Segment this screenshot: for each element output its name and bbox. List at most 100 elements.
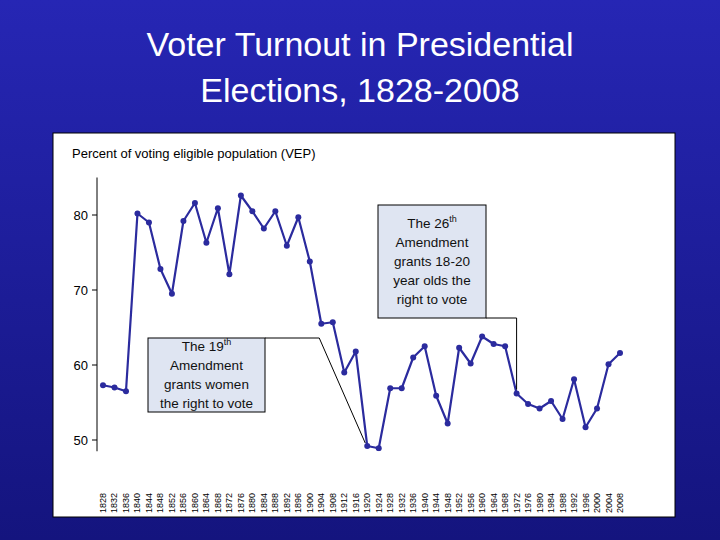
data-point	[180, 218, 186, 224]
data-point	[537, 406, 543, 412]
annotation-pointer	[486, 318, 517, 390]
data-point	[514, 391, 520, 397]
data-point	[525, 401, 531, 407]
data-point	[169, 291, 175, 297]
data-point	[617, 350, 623, 356]
data-point	[111, 385, 117, 391]
data-point	[468, 361, 474, 367]
x-tick-label: 1860	[190, 493, 200, 513]
data-point	[433, 393, 439, 399]
annotation-text: grants women	[164, 377, 249, 392]
x-tick-label: 1876	[236, 493, 246, 513]
x-tick-label: 1956	[466, 493, 476, 513]
data-point	[422, 343, 428, 349]
x-tick-label: 1908	[328, 493, 338, 513]
y-tick	[92, 365, 97, 366]
data-point	[295, 214, 301, 220]
x-tick-label: 1972	[512, 493, 522, 513]
x-tick-label: 1980	[535, 493, 545, 513]
x-tick-label: 1868	[213, 493, 223, 513]
x-tick-label: 1880	[247, 493, 257, 513]
data-point	[249, 208, 255, 214]
x-tick-label: 1996	[581, 493, 591, 513]
x-tick-label: 1992	[569, 493, 579, 513]
x-tick-label: 1856	[178, 493, 188, 513]
data-point	[272, 208, 278, 214]
data-point	[445, 421, 451, 427]
x-tick-label: 1920	[362, 493, 372, 513]
x-tick-label: 1928	[385, 493, 395, 513]
x-tick-label: 1900	[305, 493, 315, 513]
x-tick-label: 1932	[397, 493, 407, 513]
data-point	[479, 334, 485, 340]
data-point	[330, 319, 336, 325]
data-point	[100, 382, 106, 388]
x-tick-label: 1872	[224, 493, 234, 513]
annotation-pointer	[265, 338, 365, 443]
y-tick	[92, 215, 97, 216]
annotation-text: Amendment	[170, 358, 243, 373]
x-tick-label: 1916	[351, 493, 361, 513]
y-tick-label: 60	[74, 358, 88, 373]
x-tick-label: 1892	[282, 493, 292, 513]
y-tick-label: 50	[74, 433, 88, 448]
data-point	[548, 398, 554, 404]
y-axis	[97, 178, 98, 452]
x-tick-label: 1888	[270, 493, 280, 513]
data-point	[594, 406, 600, 412]
data-point	[134, 211, 140, 217]
x-tick-label: 1852	[167, 493, 177, 513]
x-tick-label: 1832	[109, 493, 119, 513]
x-tick-label: 1884	[259, 493, 269, 513]
data-point	[560, 416, 566, 422]
background	[0, 0, 720, 540]
data-point	[284, 243, 290, 249]
y-axis-label: Percent of voting eligible population (V…	[72, 146, 316, 161]
data-point	[456, 345, 462, 351]
data-point	[307, 259, 313, 265]
plot-area	[100, 193, 623, 452]
data-point	[364, 443, 370, 449]
data-point	[399, 385, 405, 391]
data-point	[123, 388, 129, 394]
data-point	[571, 376, 577, 382]
data-point	[341, 370, 347, 376]
turnout-line	[103, 196, 620, 449]
y-tick	[92, 290, 97, 291]
annotation-text: right to vote	[397, 292, 468, 307]
y-tick	[92, 440, 97, 441]
annotation-text: the right to vote	[160, 396, 253, 411]
x-tick-label: 1936	[408, 493, 418, 513]
x-tick-label: 1968	[500, 493, 510, 513]
y-tick-label: 70	[74, 283, 88, 298]
x-tick-label: 2000	[592, 493, 602, 513]
slide: Voter Turnout in PresidentialElections, …	[0, 0, 720, 540]
x-tick-label: 1840	[132, 493, 142, 513]
annotation-box	[148, 338, 265, 412]
x-tick-label: 1948	[443, 493, 453, 513]
data-point	[491, 341, 497, 347]
x-tick-label: 1988	[558, 493, 568, 513]
annotation-text: year olds the	[393, 273, 470, 288]
x-tick-label: 1848	[155, 493, 165, 513]
x-tick-label: 1964	[489, 493, 499, 513]
x-tick-label: 1944	[431, 493, 441, 513]
x-tick-label: 1844	[144, 493, 154, 513]
x-tick-label: 1912	[339, 493, 349, 513]
data-point	[261, 226, 267, 232]
data-point	[387, 385, 393, 391]
data-point	[376, 445, 382, 451]
x-tick-label: 1960	[477, 493, 487, 513]
data-point	[203, 240, 209, 246]
y-tick-label: 80	[74, 208, 88, 223]
x-tick-label: 1976	[523, 493, 533, 513]
chart-panel	[53, 133, 675, 517]
data-point	[318, 321, 324, 327]
data-point	[353, 349, 359, 355]
x-tick-label: 1940	[420, 493, 430, 513]
data-point	[146, 220, 152, 226]
data-point	[606, 361, 612, 367]
data-point	[215, 205, 221, 211]
x-tick-label: 2004	[604, 493, 614, 513]
data-point	[226, 271, 232, 277]
